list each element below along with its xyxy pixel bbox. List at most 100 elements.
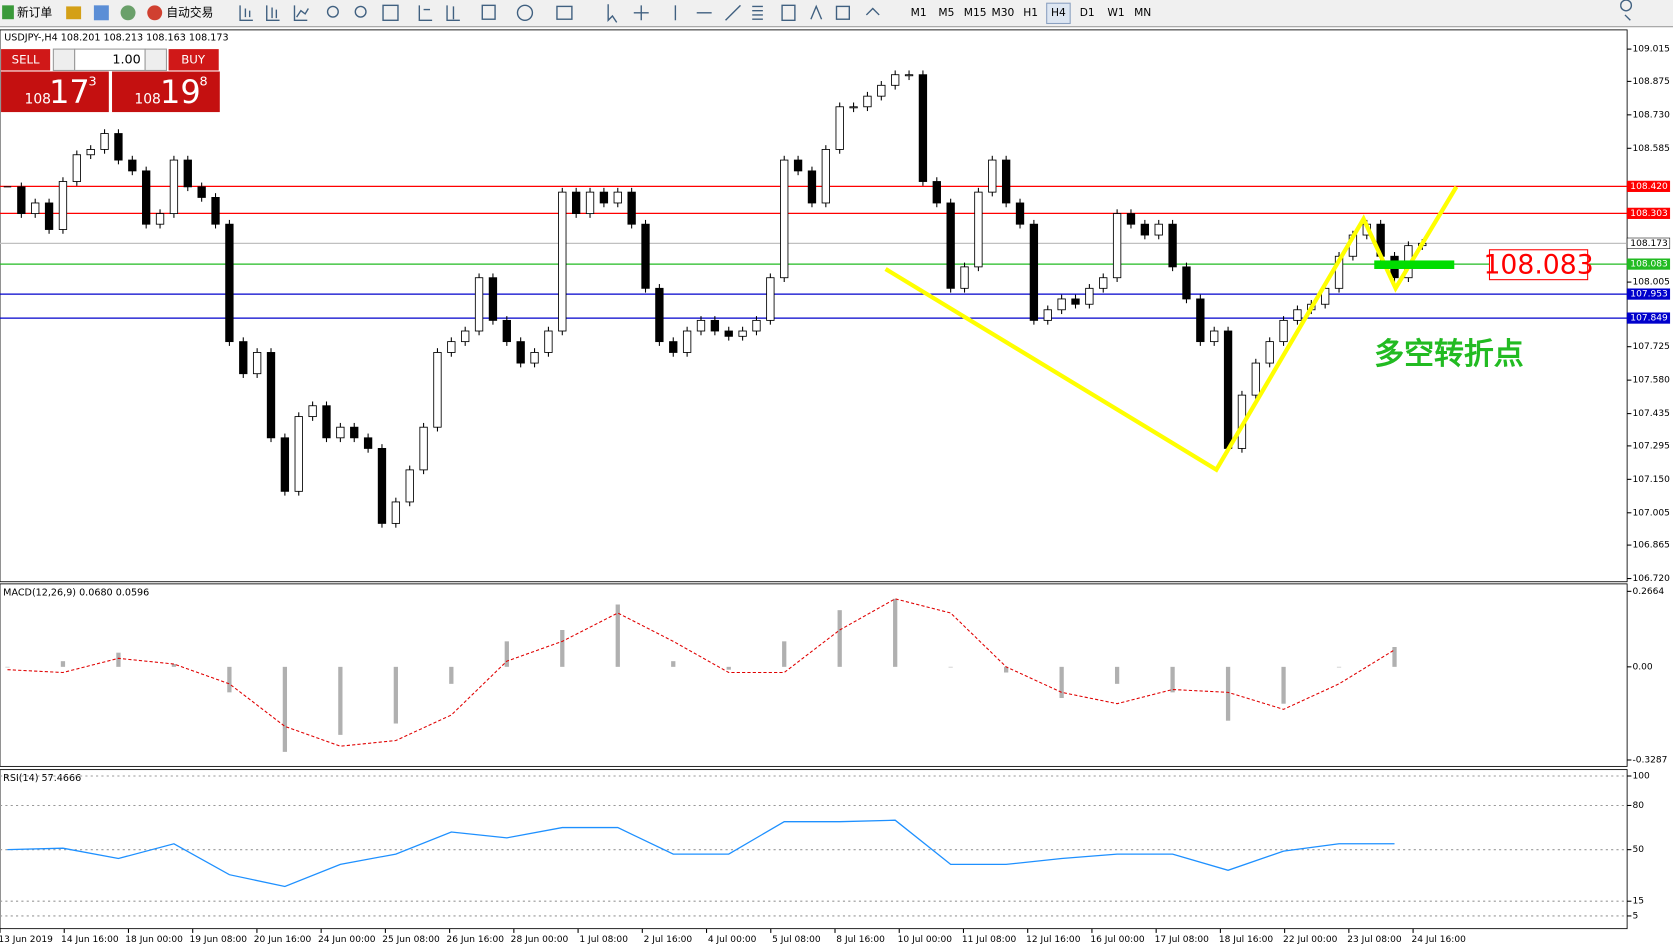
- macd-bar: [837, 610, 842, 667]
- tile-icon[interactable]: [382, 4, 399, 21]
- candle-body: [1029, 223, 1039, 321]
- candle-body: [1057, 298, 1066, 311]
- toolbar-icon[interactable]: [93, 5, 109, 21]
- toolbar-icons: [239, 0, 1633, 23]
- candle-body: [891, 74, 900, 86]
- price-level-tag: [1626, 258, 1671, 270]
- sell-price-pip[interactable]: 3: [89, 75, 97, 90]
- zoom-out-icon[interactable]: [354, 5, 367, 18]
- y-tick-label: 107.725: [1632, 342, 1669, 352]
- shift-icon[interactable]: [446, 5, 460, 21]
- toolbar-icon[interactable]: [66, 6, 82, 20]
- bar-chart-icon[interactable]: [239, 5, 253, 21]
- scroll-icon[interactable]: [418, 5, 433, 21]
- buy-button[interactable]: [168, 49, 219, 71]
- candle-body: [1085, 287, 1094, 305]
- candle-body: [932, 181, 941, 204]
- candle-body: [627, 191, 636, 225]
- candle-body: [807, 170, 817, 204]
- candle-body: [835, 106, 844, 150]
- y-tick-label: 107.295: [1632, 441, 1669, 451]
- cursor-icon[interactable]: [607, 4, 618, 23]
- y-tick-label: 15: [1632, 897, 1644, 907]
- candle-body: [1265, 341, 1274, 364]
- buy-price-box[interactable]: [112, 71, 220, 113]
- candle-body: [239, 341, 248, 375]
- text-icon[interactable]: [810, 4, 823, 20]
- timeframe-button[interactable]: M1: [911, 6, 927, 19]
- candle-chart-icon[interactable]: [266, 5, 280, 21]
- timeframe-button[interactable]: H4: [1051, 6, 1066, 19]
- line-chart-icon[interactable]: [293, 5, 309, 21]
- auto-trading-button[interactable]: 自动交易: [166, 5, 213, 19]
- candle-body: [1126, 213, 1136, 225]
- buy-label[interactable]: BUY: [181, 52, 206, 66]
- channel-icon[interactable]: [752, 5, 763, 20]
- toolbar-icon[interactable]: [120, 5, 136, 21]
- buy-price-pip[interactable]: 8: [200, 75, 208, 90]
- x-tick-label: 10 Jul 00:00: [898, 935, 953, 945]
- buy-price-big[interactable]: 108: [134, 91, 160, 107]
- candle-body: [641, 223, 650, 289]
- candle-body: [266, 352, 276, 439]
- sell-price-big[interactable]: 108: [25, 91, 51, 107]
- sell-price-main[interactable]: 17: [49, 73, 90, 111]
- label-icon[interactable]: [835, 5, 850, 20]
- macd-bar: [5, 666, 10, 668]
- candle-body: [461, 330, 470, 343]
- lots-down[interactable]: [52, 48, 76, 71]
- candle-body: [419, 426, 428, 471]
- candle-body: [1251, 362, 1260, 396]
- price-level-tag: [1626, 312, 1671, 324]
- sell-price-box[interactable]: [1, 71, 109, 113]
- sell-label[interactable]: SELL: [12, 52, 40, 66]
- trendline-icon[interactable]: [725, 4, 741, 21]
- x-tick-label: 18 Jun 00:00: [125, 935, 183, 945]
- y-tick-label: 0.2664: [1632, 587, 1664, 597]
- timeframe-button[interactable]: M15: [964, 6, 987, 19]
- candle-body: [1279, 319, 1288, 343]
- buy-price-main[interactable]: 19: [160, 73, 201, 111]
- candle-body: [1043, 309, 1052, 321]
- indicators-icon[interactable]: [481, 4, 496, 20]
- x-tick-label: 20 Jun 16:00: [254, 935, 312, 945]
- candle-body: [377, 448, 387, 524]
- y-tick-label: 106.865: [1632, 541, 1669, 551]
- lots-value[interactable]: 1.00: [112, 52, 140, 67]
- candle-body: [183, 159, 192, 188]
- timeframe-button[interactable]: M30: [992, 6, 1015, 19]
- rsi-chart: 100 80 50 15 5: [0, 772, 1650, 921]
- timeframe-button[interactable]: D1: [1080, 6, 1095, 19]
- timeframe-button[interactable]: H1: [1023, 6, 1038, 19]
- annotation-path: [884, 185, 1459, 473]
- fibo-icon[interactable]: [781, 4, 796, 21]
- search-icon[interactable]: [1620, 0, 1633, 21]
- macd-bar: [504, 641, 509, 667]
- new-order-button[interactable]: 新订单: [17, 5, 52, 19]
- candle-body: [655, 287, 664, 343]
- lots-up[interactable]: [144, 48, 167, 71]
- templates-icon[interactable]: [556, 5, 573, 20]
- crosshair-icon[interactable]: [633, 5, 649, 21]
- x-tick-label: 23 Jul 08:00: [1347, 935, 1402, 945]
- auto-trading-icon[interactable]: [147, 5, 163, 21]
- arrows-icon[interactable]: [865, 7, 880, 16]
- candle-body: [1071, 298, 1080, 305]
- timeframe-button[interactable]: MN: [1134, 6, 1151, 19]
- timeframe-button[interactable]: M5: [938, 6, 954, 19]
- candle-body: [1196, 298, 1205, 343]
- macd-bar: [449, 666, 454, 684]
- timeframe-button[interactable]: W1: [1107, 6, 1124, 19]
- x-tick-label: 1 Jul 08:00: [579, 935, 628, 945]
- macd-bar: [1170, 666, 1175, 693]
- macd-bar: [1225, 666, 1231, 721]
- periods-icon[interactable]: [516, 4, 534, 21]
- candle-body: [904, 74, 914, 77]
- candle-body: [863, 95, 872, 108]
- price-level-label: 107.953: [1630, 290, 1668, 300]
- candle-body: [1015, 202, 1025, 225]
- new-order-icon[interactable]: [2, 5, 14, 20]
- sell-button[interactable]: [1, 49, 51, 71]
- candle-body: [558, 191, 567, 332]
- zoom-in-icon[interactable]: [326, 5, 339, 18]
